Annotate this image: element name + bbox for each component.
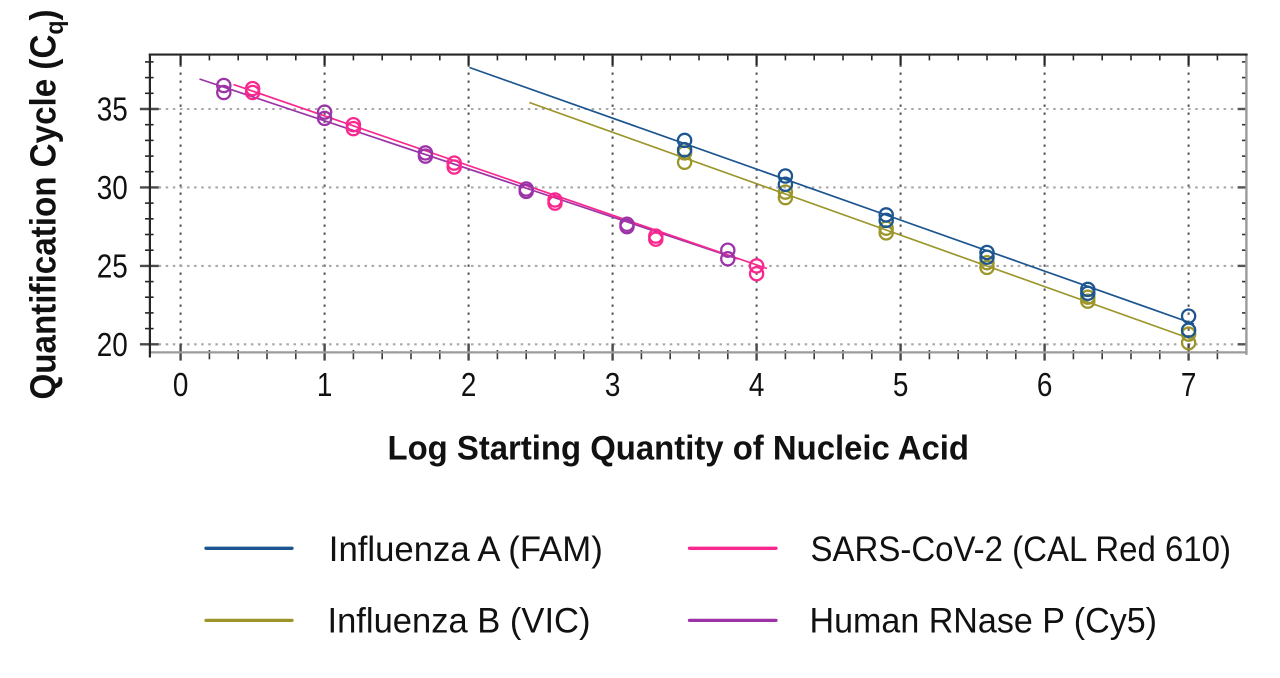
- svg-text:5: 5: [893, 367, 909, 404]
- svg-text:20: 20: [97, 327, 128, 364]
- svg-text:Influenza A (FAM): Influenza A (FAM): [329, 530, 603, 569]
- svg-text:Log Starting Quantity of Nucle: Log Starting Quantity of Nucleic Acid: [388, 429, 970, 467]
- svg-text:1: 1: [317, 367, 333, 404]
- svg-text:30: 30: [97, 170, 128, 207]
- svg-text:4: 4: [749, 367, 765, 404]
- svg-text:6: 6: [1037, 367, 1053, 404]
- svg-text:0: 0: [173, 367, 189, 404]
- svg-text:7: 7: [1181, 367, 1197, 404]
- svg-text:Human RNase P (Cy5): Human RNase P (Cy5): [810, 601, 1158, 640]
- svg-text:3: 3: [605, 367, 621, 404]
- svg-text:Influenza B (VIC): Influenza B (VIC): [328, 601, 591, 640]
- svg-text:Quantification Cycle (Cq): Quantification Cycle (Cq): [24, 9, 69, 399]
- svg-text:2: 2: [461, 367, 477, 404]
- svg-text:SARS-CoV-2 (CAL Red 610): SARS-CoV-2 (CAL Red 610): [811, 530, 1232, 569]
- svg-text:35: 35: [97, 91, 128, 128]
- svg-text:25: 25: [97, 248, 128, 285]
